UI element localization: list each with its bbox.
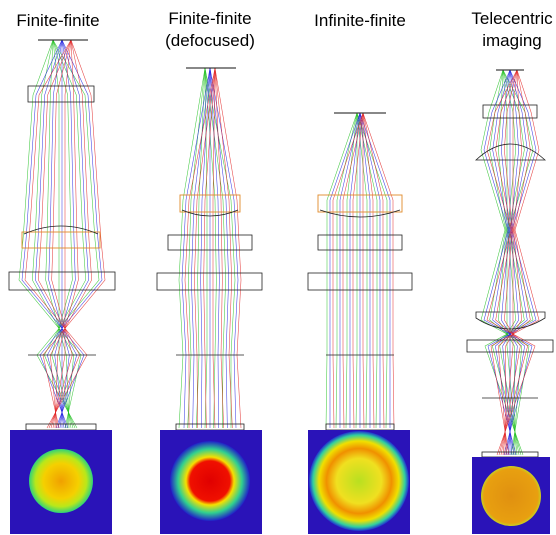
spot — [170, 441, 250, 521]
ray-traces — [19, 40, 539, 455]
panel-title: Finite-finite — [168, 9, 251, 28]
ray — [491, 70, 539, 455]
ray — [363, 113, 364, 428]
spot — [309, 431, 409, 531]
ray — [481, 70, 529, 455]
ray — [484, 70, 532, 455]
panel-title: (defocused) — [165, 31, 255, 50]
spot — [29, 449, 93, 513]
lens-element — [22, 232, 100, 248]
ray — [356, 113, 357, 428]
panel-title: Infinite-finite — [314, 11, 406, 30]
ray — [363, 113, 374, 428]
panel-title: Finite-finite — [16, 11, 99, 30]
ray — [205, 68, 226, 428]
panel-title: Telecentric — [471, 9, 553, 28]
ray — [357, 113, 387, 428]
ray — [488, 70, 536, 455]
spot — [481, 466, 541, 526]
ray — [360, 113, 390, 428]
diagram: Finite-finite Finite-finite (defocused) … — [0, 0, 556, 535]
ray — [333, 113, 363, 428]
lens-element — [28, 86, 94, 102]
panel-title: imaging — [482, 31, 542, 50]
ray — [346, 113, 357, 428]
image-plate — [26, 424, 96, 430]
lens-element — [157, 273, 262, 290]
ray — [330, 113, 360, 428]
ray — [194, 68, 215, 428]
